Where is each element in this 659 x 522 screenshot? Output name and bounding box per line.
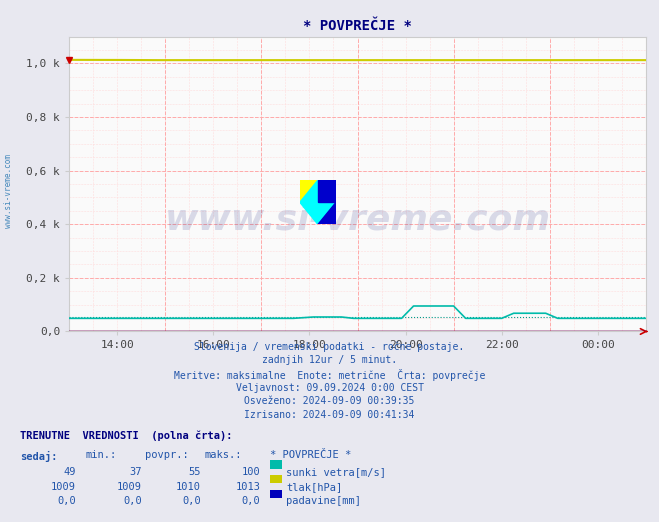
Text: sedaj:: sedaj: (20, 450, 57, 461)
Text: 1009: 1009 (117, 482, 142, 492)
Text: tlak[hPa]: tlak[hPa] (286, 482, 342, 492)
Text: 1010: 1010 (176, 482, 201, 492)
Text: 0,0: 0,0 (242, 496, 260, 506)
Text: min.:: min.: (86, 450, 117, 460)
Text: Slovenija / vremenski podatki - ročne postaje.: Slovenija / vremenski podatki - ročne po… (194, 342, 465, 352)
Text: 37: 37 (129, 467, 142, 477)
Text: TRENUTNE  VREDNOSTI  (polna črta):: TRENUTNE VREDNOSTI (polna črta): (20, 431, 232, 441)
Text: padavine[mm]: padavine[mm] (286, 496, 361, 506)
Text: Izrisano: 2024-09-09 00:41:34: Izrisano: 2024-09-09 00:41:34 (244, 410, 415, 420)
Text: Meritve: maksimalne  Enote: metrične  Črta: povprečje: Meritve: maksimalne Enote: metrične Črta… (174, 369, 485, 381)
Polygon shape (300, 180, 336, 224)
Text: 55: 55 (188, 467, 201, 477)
Text: 100: 100 (242, 467, 260, 477)
Text: * POVPREČJE *: * POVPREČJE * (270, 450, 351, 460)
Text: Veljavnost: 09.09.2024 0:00 CEST: Veljavnost: 09.09.2024 0:00 CEST (235, 383, 424, 393)
Text: 0,0: 0,0 (57, 496, 76, 506)
Text: povpr.:: povpr.: (145, 450, 188, 460)
Text: maks.:: maks.: (204, 450, 242, 460)
Title: * POVPREČJE *: * POVPREČJE * (303, 19, 412, 32)
Text: 0,0: 0,0 (123, 496, 142, 506)
Text: 49: 49 (63, 467, 76, 477)
Text: 1009: 1009 (51, 482, 76, 492)
Text: 0,0: 0,0 (183, 496, 201, 506)
Text: www.si-vreme.com: www.si-vreme.com (165, 203, 550, 236)
Polygon shape (318, 180, 336, 203)
Text: www.si-vreme.com: www.si-vreme.com (4, 153, 13, 228)
Text: Osveženo: 2024-09-09 00:39:35: Osveženo: 2024-09-09 00:39:35 (244, 396, 415, 406)
Polygon shape (318, 203, 336, 224)
Text: 1013: 1013 (235, 482, 260, 492)
Polygon shape (300, 180, 318, 203)
Text: zadnjih 12ur / 5 minut.: zadnjih 12ur / 5 minut. (262, 355, 397, 365)
Text: sunki vetra[m/s]: sunki vetra[m/s] (286, 467, 386, 477)
